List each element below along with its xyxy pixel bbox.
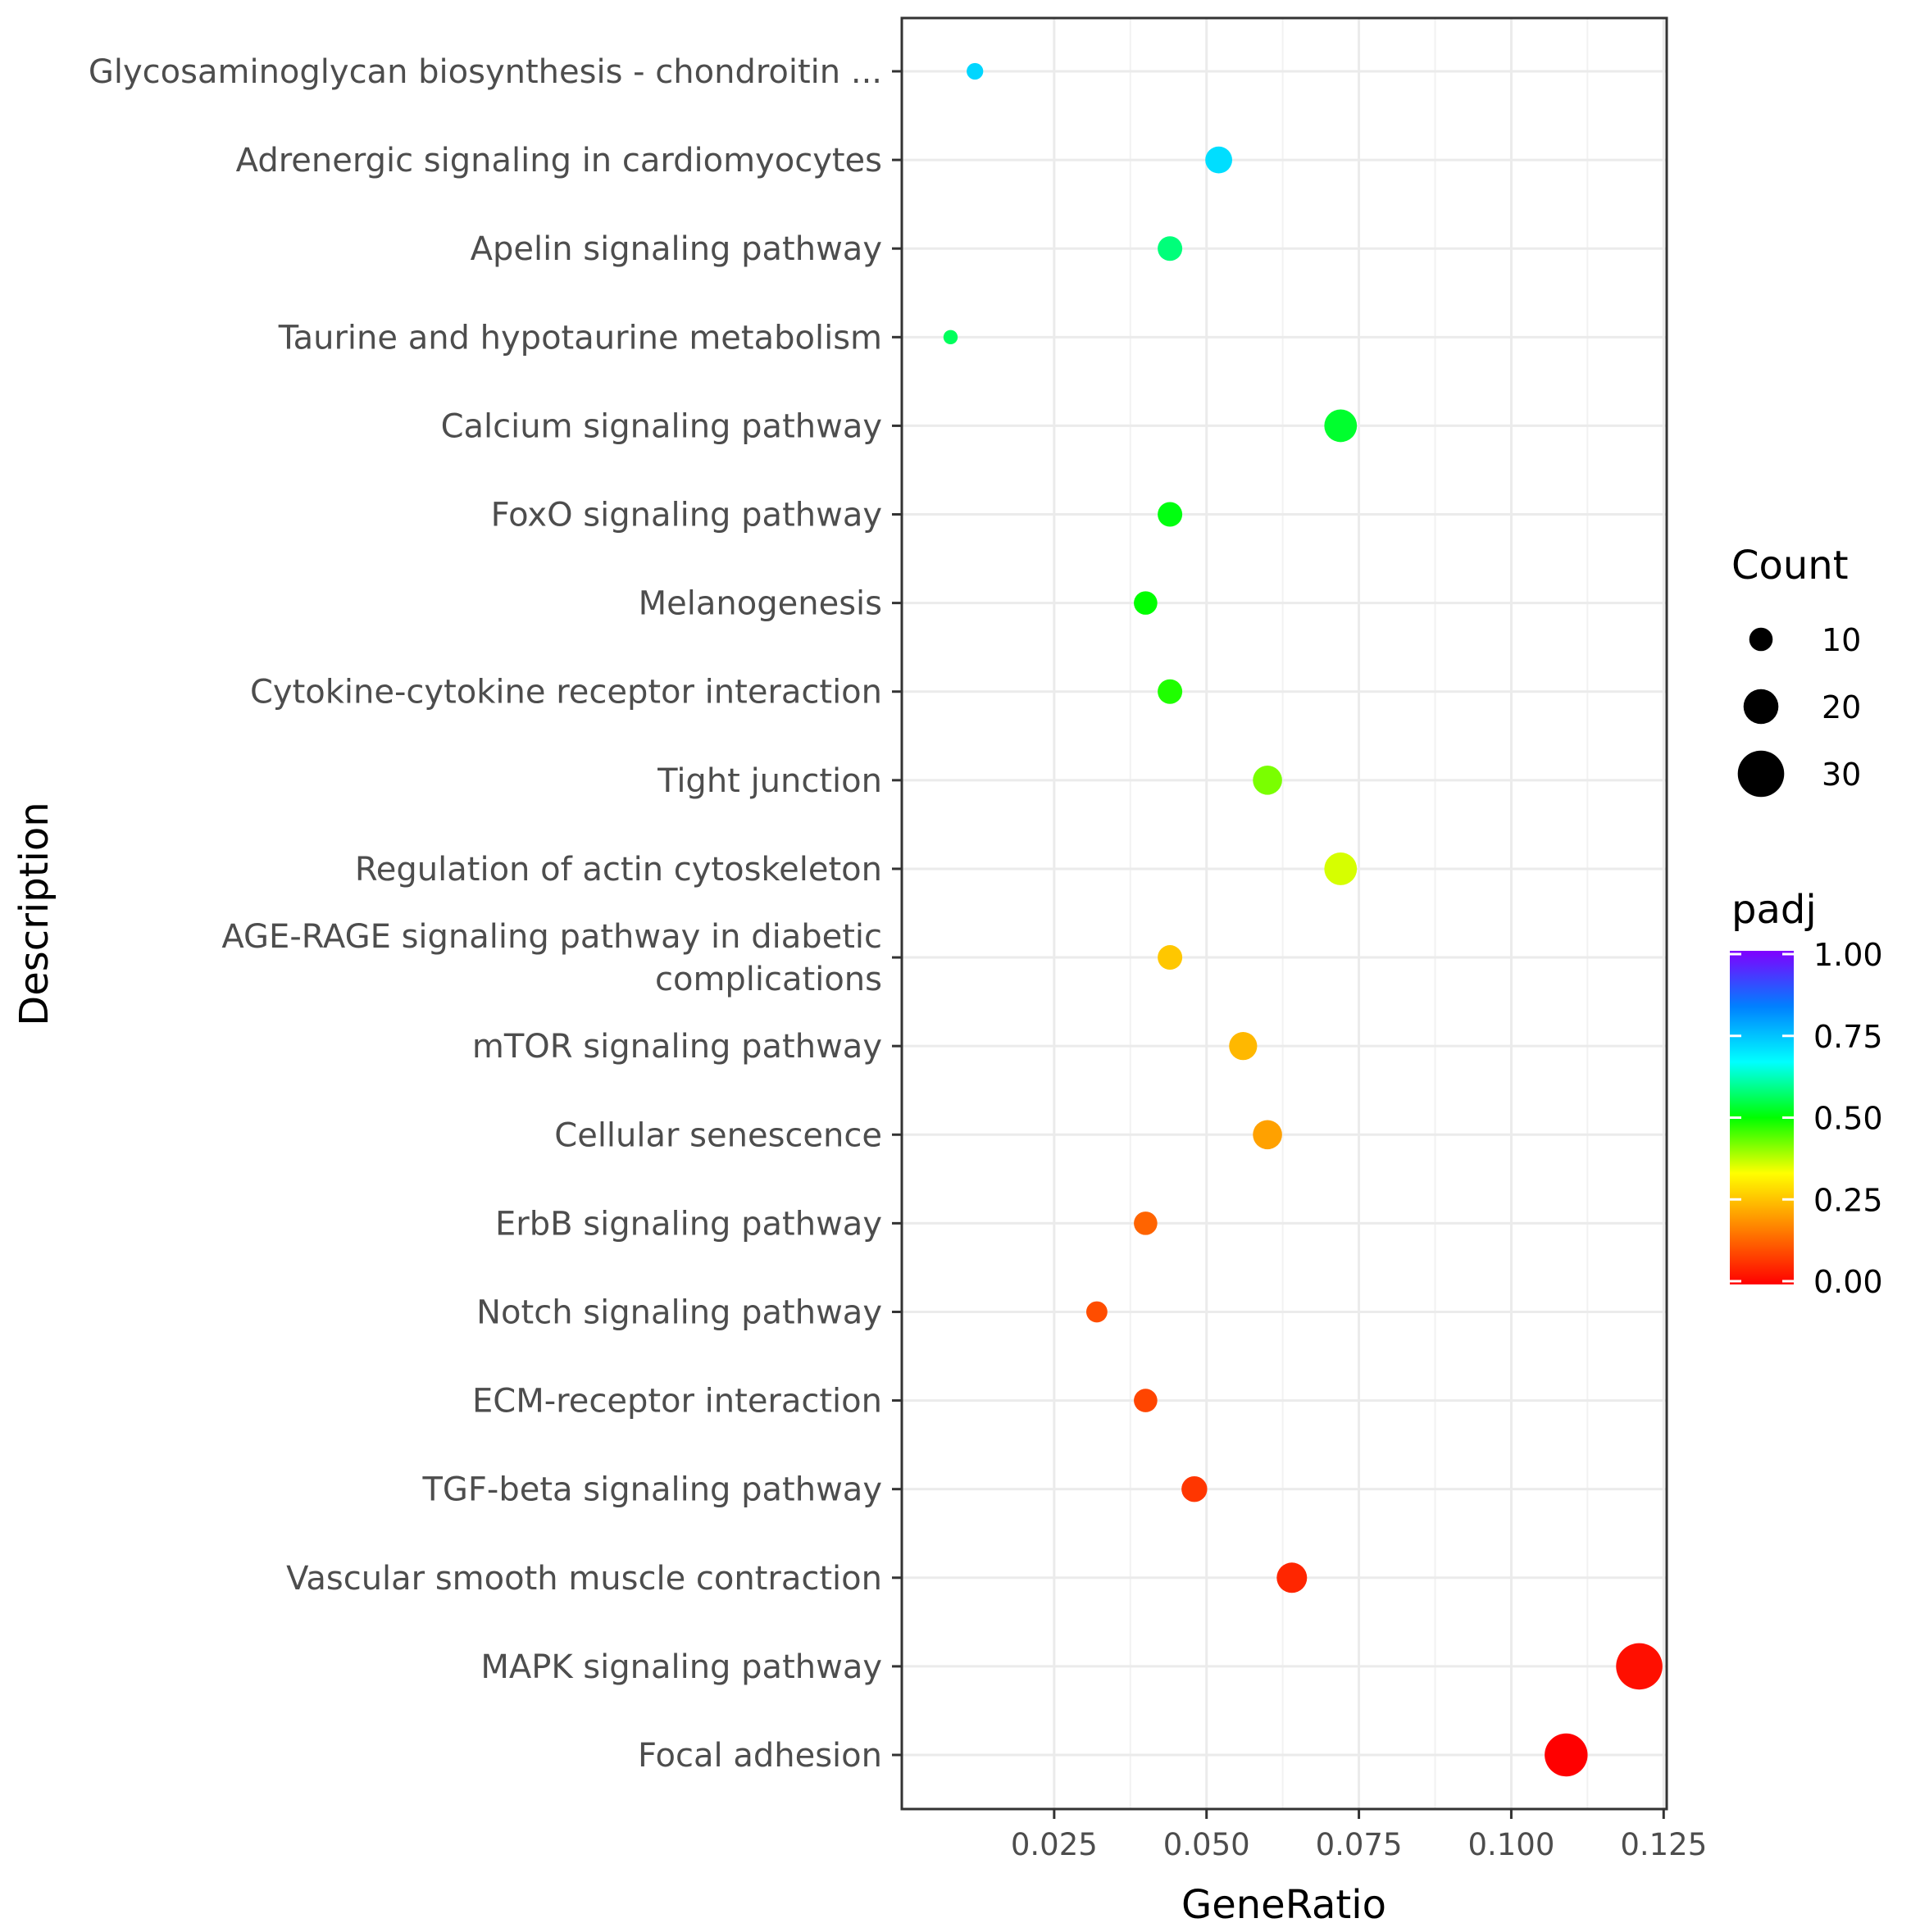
size-legend-title: Count bbox=[1731, 543, 1849, 589]
data-point bbox=[1324, 409, 1358, 443]
plot-panel bbox=[902, 18, 1667, 1809]
y-tick-label: Cytokine-cytokine receptor interaction bbox=[250, 674, 882, 711]
data-point bbox=[967, 62, 984, 80]
data-point bbox=[1229, 1032, 1258, 1061]
grid-major-x bbox=[1053, 18, 1665, 1809]
y-tick-label: Apelin signaling pathway bbox=[471, 230, 882, 268]
y-tick-label: Taurine and hypotaurine metabolism bbox=[278, 319, 882, 357]
data-point bbox=[1205, 146, 1232, 174]
y-tick-label: Adrenergic signaling in cardiomyocytes bbox=[236, 142, 882, 180]
size-legend-label: 30 bbox=[1822, 757, 1861, 793]
size-legend-label: 10 bbox=[1822, 622, 1861, 658]
color-legend-label: 0.00 bbox=[1813, 1264, 1883, 1300]
grid-major-y bbox=[902, 70, 1667, 1757]
y-tick-label: Vascular smooth muscle contraction bbox=[286, 1560, 882, 1598]
y-axis: Glycosaminoglycan biosynthesis - chondro… bbox=[89, 53, 902, 1775]
data-point bbox=[1253, 766, 1282, 795]
y-tick-label: AGE-RAGE signaling pathway in diabetic co… bbox=[221, 918, 882, 998]
data-point bbox=[1324, 852, 1358, 885]
y-tick-label: mTOR signaling pathway bbox=[472, 1028, 882, 1066]
y-tick-label: FoxO signaling pathway bbox=[491, 497, 882, 534]
data-point bbox=[1134, 1211, 1158, 1235]
color-legend-title: padj bbox=[1731, 887, 1817, 933]
y-tick-label: Calcium signaling pathway bbox=[441, 407, 882, 445]
plot-panel-border bbox=[900, 16, 1668, 1811]
y-tick-label: Notch signaling pathway bbox=[476, 1293, 882, 1331]
y-tick-label: ECM-receptor interaction bbox=[472, 1383, 882, 1421]
data-point bbox=[1158, 945, 1183, 971]
x-tick-label: 0.075 bbox=[1316, 1827, 1403, 1862]
data-point bbox=[1085, 1301, 1108, 1323]
data-point bbox=[943, 330, 958, 345]
x-tick-label: 0.125 bbox=[1620, 1827, 1707, 1862]
data-point bbox=[1158, 502, 1183, 527]
data-point bbox=[1134, 1389, 1158, 1412]
color-legend-label: 0.50 bbox=[1813, 1101, 1883, 1137]
y-tick-label: Regulation of actin cytoskeleton bbox=[355, 851, 882, 889]
data-point bbox=[1545, 1733, 1588, 1777]
size-legend-key bbox=[1749, 627, 1773, 652]
y-tick-label: Melanogenesis bbox=[639, 585, 882, 623]
size-legend: Count 10 20 30 bbox=[1731, 543, 1861, 798]
y-tick-label: MAPK signaling pathway bbox=[480, 1648, 882, 1686]
size-legend-label: 20 bbox=[1822, 689, 1861, 725]
x-axis-title: GeneRatio bbox=[1181, 1882, 1386, 1928]
data-point bbox=[1276, 1562, 1308, 1593]
grid-minor-x bbox=[1129, 18, 1589, 1809]
y-tick-label: TGF-beta signaling pathway bbox=[421, 1471, 882, 1509]
y-tick-label: Cellular senescence bbox=[554, 1116, 882, 1154]
y-tick-label: Tight junction bbox=[657, 762, 882, 800]
x-axis: 0.025 0.050 0.075 0.100 0.125 bbox=[1011, 1809, 1707, 1862]
data-point bbox=[1616, 1643, 1663, 1690]
data-point bbox=[1253, 1120, 1282, 1150]
color-legend-label: 0.75 bbox=[1813, 1019, 1883, 1055]
y-tick-label: Focal adhesion bbox=[638, 1737, 882, 1775]
data-point bbox=[1134, 591, 1158, 615]
x-tick-label: 0.050 bbox=[1163, 1827, 1250, 1862]
data-point bbox=[1158, 679, 1183, 704]
color-legend-label: 0.25 bbox=[1813, 1182, 1883, 1218]
x-tick-label: 0.025 bbox=[1011, 1827, 1098, 1862]
color-legend: padj 1.00 0.75 0.50 0.25 0.00 bbox=[1730, 887, 1883, 1300]
data-point bbox=[1181, 1475, 1208, 1502]
y-tick-label: ErbB signaling pathway bbox=[495, 1205, 882, 1243]
data-point bbox=[1158, 236, 1183, 261]
x-tick-label: 0.100 bbox=[1467, 1827, 1554, 1862]
y-tick-label: Glycosaminoglycan biosynthesis - chondro… bbox=[89, 53, 882, 91]
data-points bbox=[943, 62, 1663, 1777]
y-axis-title: Description bbox=[11, 802, 57, 1025]
color-legend-label: 1.00 bbox=[1813, 937, 1883, 973]
size-legend-key bbox=[1743, 689, 1779, 725]
size-legend-key bbox=[1737, 750, 1785, 798]
